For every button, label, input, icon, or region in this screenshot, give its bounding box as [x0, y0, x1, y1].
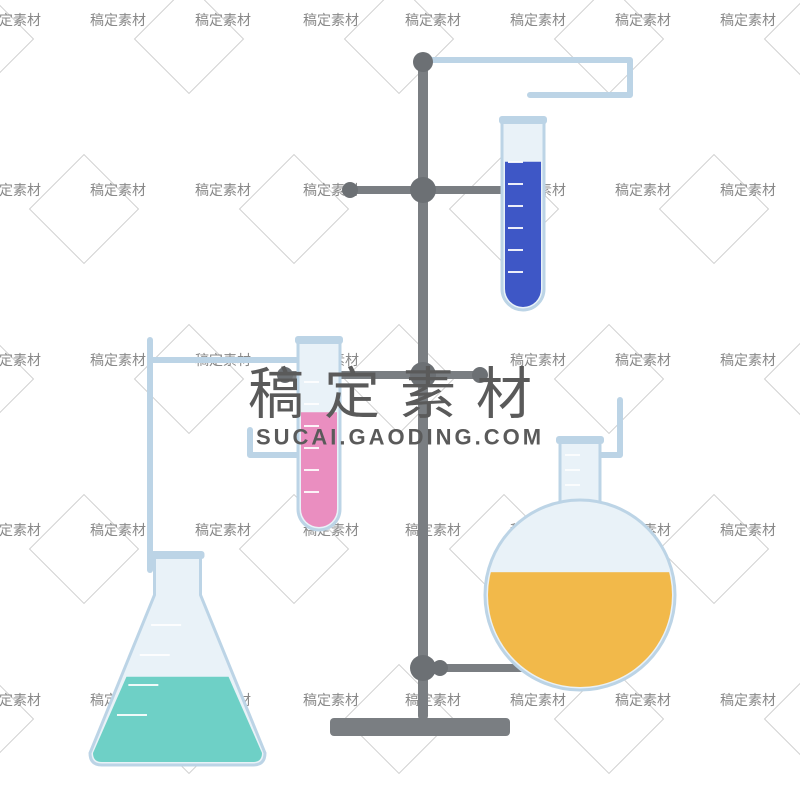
connector-tube [418, 60, 630, 95]
center-watermark-url: SUCAI.GAODING.COM [0, 425, 800, 451]
test-tube-blue [499, 116, 547, 310]
clamp-end [342, 182, 358, 198]
pole-top [413, 52, 433, 72]
round-flask-orange [485, 436, 675, 762]
clamp-end [432, 660, 448, 676]
clamp-joint [410, 177, 436, 203]
center-watermark-cn: 稿定素材 [0, 350, 800, 431]
center-watermark: 稿定素材 SUCAI.GAODING.COM [0, 350, 800, 451]
erlenmeyer-teal [90, 551, 265, 765]
stand-base [330, 718, 510, 736]
